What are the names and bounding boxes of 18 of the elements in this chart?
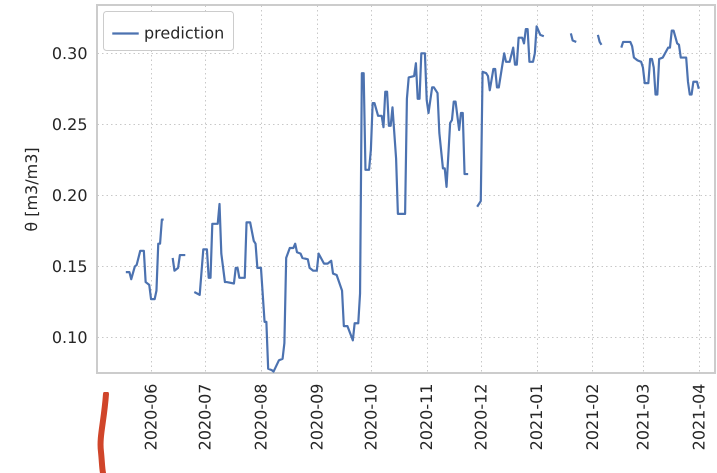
- x-tick-label: 2021-01: [527, 384, 546, 450]
- y-axis-title: θ [m3/m3]: [22, 147, 41, 232]
- x-tick-label: 2020-06: [142, 384, 161, 450]
- x-tick-label: 2020-11: [417, 384, 436, 450]
- legend-label: prediction: [144, 24, 224, 42]
- x-tick-label: 2020-12: [471, 384, 490, 450]
- y-tick-label: 0.20: [52, 186, 88, 205]
- x-tick-label: 2020-10: [361, 384, 380, 450]
- x-tick-label: 2020-08: [251, 384, 270, 450]
- x-tick-label: 2020-07: [196, 384, 215, 450]
- y-tick-label: 0.30: [52, 44, 88, 63]
- x-tick-label: 2021-02: [582, 384, 602, 450]
- x-tick-label: 2020-09: [307, 384, 326, 450]
- y-tick-label: 0.10: [52, 328, 88, 347]
- x-tick-label: 2021-03: [633, 384, 652, 450]
- x-tick-label: 2021-04: [689, 384, 708, 450]
- y-tick-label: 0.25: [52, 114, 88, 134]
- y-tick-label: 0.15: [52, 256, 88, 276]
